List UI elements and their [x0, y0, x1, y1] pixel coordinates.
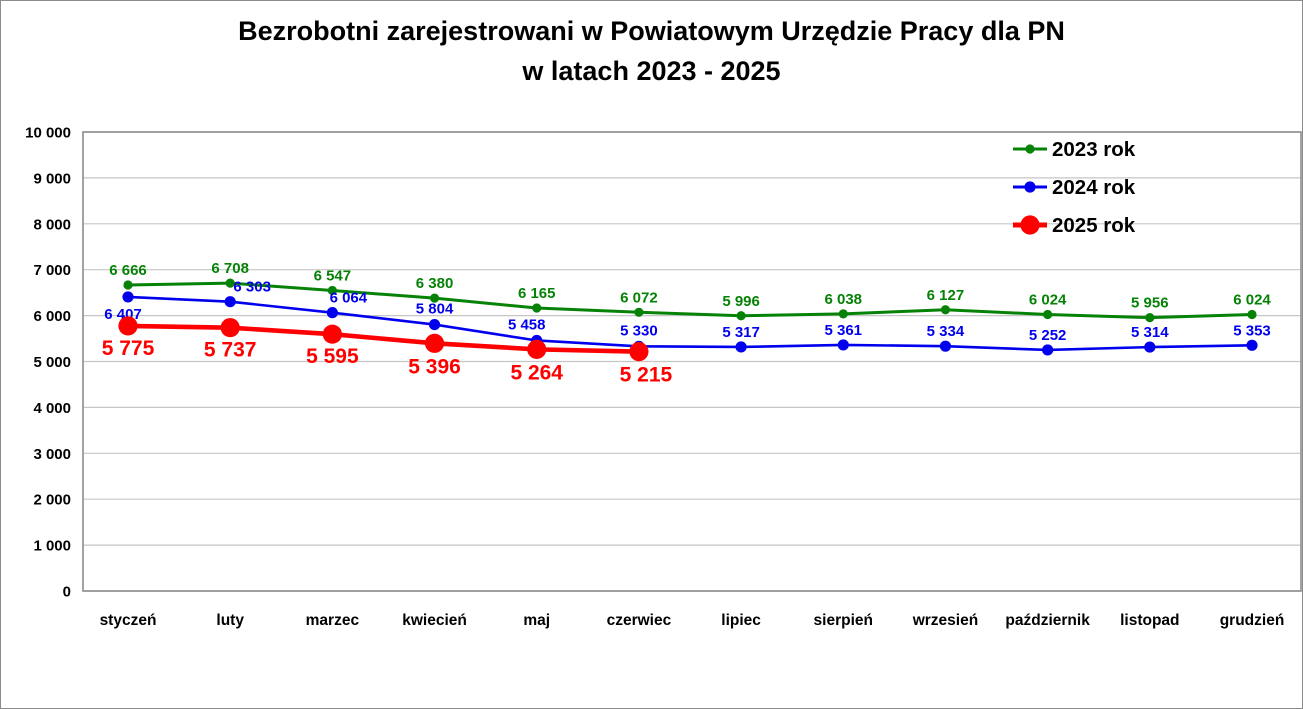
data-label: 5 334 — [927, 323, 965, 340]
data-label: 5 996 — [722, 293, 760, 310]
data-label: 6 064 — [330, 290, 368, 307]
data-label: 5 252 — [1029, 327, 1067, 344]
data-label: 5 737 — [204, 339, 257, 362]
data-point-2024-rok-listopad — [1144, 341, 1156, 353]
data-point-2024-rok-sierpień — [837, 339, 849, 351]
legend-marker-dot — [1020, 215, 1040, 235]
data-label: 5 595 — [306, 345, 359, 368]
data-point-2023-rok-styczeń — [123, 280, 133, 290]
data-label: 6 666 — [109, 262, 147, 279]
data-label: 5 330 — [620, 322, 658, 339]
data-point-2023-rok-czerwiec — [634, 307, 644, 317]
data-label: 5 458 — [508, 316, 546, 333]
data-point-2024-rok-kwiecień — [428, 318, 441, 331]
data-point-2023-rok-lipiec — [736, 311, 746, 321]
data-label: 5 314 — [1131, 324, 1169, 341]
x-axis-category-label: kwiecień — [402, 612, 467, 629]
chart-title: Bezrobotni zarejestrowani w Powiatowym U… — [1, 11, 1302, 91]
data-label: 6 024 — [1233, 291, 1271, 308]
x-axis-category-label: czerwiec — [607, 612, 672, 629]
data-point-2023-rok-maj — [532, 303, 542, 313]
series-line-2023-rok — [127, 281, 1253, 320]
data-label: 5 956 — [1131, 295, 1169, 312]
data-label: 5 396 — [408, 355, 461, 378]
data-point-2024-rok-luty — [224, 296, 236, 308]
data-label: 6 127 — [927, 287, 965, 304]
data-label: 6 038 — [824, 291, 862, 308]
data-label: 6 303 — [233, 279, 271, 296]
y-axis-tick-label: 4 000 — [33, 400, 71, 417]
data-point-2024-rok-październik — [1042, 344, 1054, 356]
data-point-2023-rok-listopad — [1145, 313, 1155, 323]
data-point-2025-rok-marzec — [322, 324, 342, 344]
data-point-2024-rok-styczeń — [122, 291, 134, 303]
data-label: 5 775 — [102, 337, 155, 360]
legend-label-2024-rok: 2024 rok — [1052, 176, 1136, 199]
plot-border — [82, 131, 1302, 592]
data-label: 6 380 — [416, 275, 454, 292]
x-axis-category-label: marzec — [306, 612, 360, 629]
data-point-2025-rok-czerwiec — [629, 342, 649, 362]
y-axis-tick-label: 10 000 — [25, 125, 71, 142]
y-axis-tick-label: 9 000 — [33, 170, 71, 187]
y-axis-tick-label: 6 000 — [33, 308, 71, 325]
y-axis-tick-label: 0 — [63, 584, 71, 601]
x-axis-category-label: grudzień — [1220, 612, 1285, 629]
data-point-2023-rok-kwiecień — [429, 293, 440, 303]
chart-title-line1: Bezrobotni zarejestrowani w Powiatowym U… — [238, 16, 1065, 46]
y-axis-tick-label: 8 000 — [33, 216, 71, 233]
legend-label-2025-rok: 2025 rok — [1052, 214, 1136, 237]
x-axis-category-label: wrzesień — [912, 612, 978, 629]
data-label: 5 215 — [620, 364, 673, 387]
y-axis-tick-label: 7 000 — [33, 262, 71, 279]
data-label: 6 072 — [620, 289, 658, 306]
data-point-2025-rok-maj — [527, 339, 547, 359]
data-point-2023-rok-luty — [225, 278, 235, 288]
legend-label-2023-rok: 2023 rok — [1052, 138, 1136, 161]
series-line-2024-rok — [127, 295, 1253, 352]
data-point-2024-rok-marzec — [326, 307, 338, 319]
data-point-2023-rok-grudzień — [1247, 309, 1257, 320]
y-axis-tick-label: 5 000 — [33, 354, 71, 371]
chart-title-line2: w latach 2023 - 2025 — [522, 56, 781, 86]
legend-marker-dot — [1025, 144, 1035, 154]
y-axis-tick-label: 2 000 — [33, 492, 71, 509]
x-axis-category-label: maj — [523, 612, 550, 629]
series-line-2025-rok — [127, 323, 639, 354]
data-point-2024-rok-wrzesień — [939, 340, 952, 352]
data-point-2023-rok-marzec — [327, 285, 337, 296]
x-axis-category-label: sierpień — [814, 612, 873, 629]
data-label: 6 165 — [518, 285, 556, 302]
data-label: 5 353 — [1233, 322, 1271, 339]
x-axis-category-label: styczeń — [100, 612, 157, 629]
x-axis-category-label: listopad — [1120, 612, 1179, 629]
data-point-2025-rok-luty — [220, 318, 240, 338]
data-point-2023-rok-październik — [1043, 309, 1053, 320]
data-point-2025-rok-styczeń — [118, 316, 138, 336]
y-axis-tick-label: 1 000 — [33, 538, 71, 555]
x-axis-category-label: lipiec — [721, 612, 761, 629]
data-point-2024-rok-lipiec — [735, 341, 747, 353]
data-point-2023-rok-wrzesień — [940, 305, 951, 315]
data-label: 6 547 — [314, 267, 352, 284]
data-label: 6 024 — [1029, 291, 1067, 308]
data-point-2025-rok-kwiecień — [424, 333, 445, 353]
data-point-2024-rok-grudzień — [1246, 339, 1258, 351]
x-axis-category-label: luty — [216, 612, 244, 629]
legend-marker-dot — [1024, 181, 1036, 193]
data-label: 5 264 — [510, 361, 563, 384]
data-label: 5 317 — [722, 324, 760, 341]
data-label: 6 708 — [211, 260, 249, 277]
y-axis-tick-label: 3 000 — [33, 446, 71, 463]
data-label: 5 361 — [824, 322, 862, 339]
data-point-2023-rok-sierpień — [838, 309, 848, 319]
x-axis-category-label: październik — [1005, 612, 1090, 629]
data-label: 5 804 — [416, 301, 454, 318]
